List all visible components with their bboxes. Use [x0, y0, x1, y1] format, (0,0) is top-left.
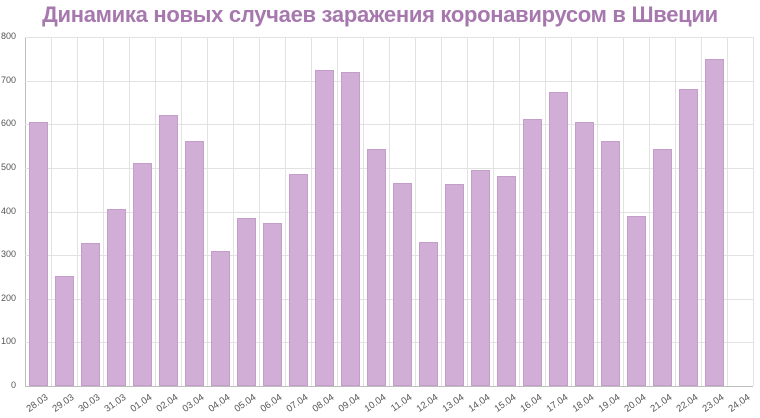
v-gridline [675, 37, 676, 386]
y-tick-label: 800 [0, 31, 16, 41]
x-tick-label: 31.03 [102, 392, 129, 415]
y-tick-label: 100 [0, 336, 16, 347]
v-gridline [311, 37, 312, 386]
bar-13.04[interactable] [444, 184, 464, 386]
bar-11.04[interactable] [392, 183, 412, 386]
x-tick-label: 16.04 [518, 392, 545, 415]
bar-23.04[interactable] [704, 58, 724, 386]
x-tick-label: 05.04 [232, 392, 259, 415]
x-tick-label: 22.04 [674, 392, 701, 415]
chart-title: Динамика новых случаев заражения коронав… [42, 2, 718, 27]
v-gridline [467, 37, 468, 386]
x-tick-label: 20.04 [622, 392, 649, 415]
v-gridline [363, 37, 364, 386]
plot-area [25, 37, 754, 387]
v-gridline [701, 37, 702, 386]
v-gridline [623, 37, 624, 386]
y-tick-label: 200 [0, 292, 16, 303]
bar-30.03[interactable] [80, 242, 100, 386]
x-tick-label: 17.04 [544, 392, 571, 415]
bar-05.04[interactable] [236, 218, 256, 386]
x-tick-label: 21.04 [648, 392, 675, 415]
v-gridline [233, 37, 234, 386]
bar-02.04[interactable] [158, 115, 178, 386]
x-tick-label: 14.04 [466, 392, 493, 415]
y-tick-label: 500 [0, 161, 16, 172]
x-tick-label: 12.04 [414, 392, 441, 415]
x-tick-label: 23.04 [700, 392, 727, 415]
y-tick-label: 300 [0, 249, 16, 260]
bar-16.04[interactable] [522, 119, 542, 386]
x-tick-label: 01.04 [128, 392, 155, 415]
x-tick-label: 11.04 [389, 392, 415, 415]
bar-12.04[interactable] [418, 242, 438, 386]
v-gridline [441, 37, 442, 386]
v-gridline [285, 37, 286, 386]
v-gridline [415, 37, 416, 386]
y-tick-label: 400 [0, 205, 16, 216]
x-tick-label: 13.04 [440, 392, 467, 415]
v-gridline [259, 37, 260, 386]
bar-14.04[interactable] [470, 170, 490, 386]
v-gridline [597, 37, 598, 386]
y-tick-label: 700 [0, 74, 16, 85]
x-tick-label: 06.04 [258, 392, 285, 415]
bar-18.04[interactable] [574, 122, 594, 386]
bar-31.03[interactable] [106, 208, 126, 386]
v-gridline [389, 37, 390, 386]
v-gridline [337, 37, 338, 386]
bar-28.03[interactable] [28, 122, 48, 386]
v-gridline [727, 37, 728, 386]
v-gridline [649, 37, 650, 386]
v-gridline [181, 37, 182, 386]
x-tick-label: 04.04 [206, 392, 233, 415]
x-tick-label: 10.04 [362, 392, 389, 415]
y-tick-label: 600 [0, 118, 16, 129]
v-gridline [493, 37, 494, 386]
x-tick-label: 19.04 [596, 392, 623, 415]
v-gridline [207, 37, 208, 386]
v-gridline [571, 37, 572, 386]
x-tick-label: 30.03 [76, 392, 103, 415]
bar-15.04[interactable] [496, 176, 516, 386]
bar-29.03[interactable] [54, 276, 74, 386]
v-gridline [155, 37, 156, 386]
bar-20.04[interactable] [626, 215, 646, 386]
bar-08.04[interactable] [314, 69, 334, 386]
x-axis-line [25, 386, 753, 387]
x-tick-label: 18.04 [570, 392, 597, 415]
x-tick-label: 24.04 [726, 392, 753, 415]
x-tick-label: 07.04 [284, 392, 311, 415]
bar-21.04[interactable] [652, 148, 672, 386]
bar-19.04[interactable] [600, 140, 620, 386]
bar-03.04[interactable] [184, 140, 204, 386]
x-tick-label: 02.04 [154, 392, 181, 415]
bar-07.04[interactable] [288, 173, 308, 386]
bar-06.04[interactable] [262, 222, 282, 386]
x-tick-label: 09.04 [336, 392, 363, 415]
bar-17.04[interactable] [548, 91, 568, 386]
bar-10.04[interactable] [366, 149, 386, 386]
v-gridline [519, 37, 520, 386]
bar-09.04[interactable] [340, 71, 360, 386]
v-gridline [103, 37, 104, 386]
x-tick-label: 29.03 [50, 392, 77, 415]
v-gridline [129, 37, 130, 386]
bar-22.04[interactable] [678, 88, 698, 386]
bar-01.04[interactable] [132, 163, 152, 386]
x-tick-label: 03.04 [180, 392, 207, 415]
x-tick-label: 15.04 [492, 392, 519, 415]
y-tick-label: 0 [10, 380, 16, 390]
x-tick-label: 28.03 [24, 392, 51, 415]
v-gridline [753, 37, 754, 386]
bar-04.04[interactable] [210, 250, 230, 386]
v-gridline [77, 37, 78, 386]
v-gridline [51, 37, 52, 386]
v-gridline [545, 37, 546, 386]
x-tick-label: 08.04 [310, 392, 337, 415]
